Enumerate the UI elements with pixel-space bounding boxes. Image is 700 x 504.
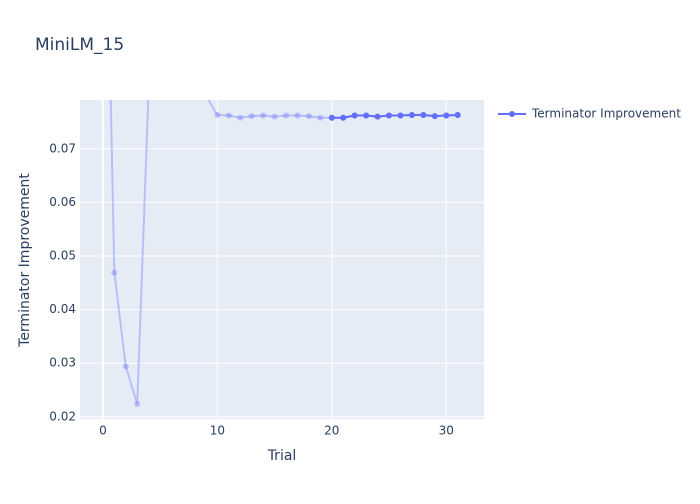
point	[271, 113, 278, 120]
grid	[80, 100, 484, 419]
y-tick-label: 0.06	[49, 195, 76, 209]
point	[328, 114, 335, 121]
plot-area	[80, 100, 484, 419]
x-axis-title: Trial	[267, 448, 297, 464]
point	[454, 112, 461, 119]
point	[191, 92, 197, 98]
point	[294, 112, 301, 119]
point	[203, 93, 209, 99]
point	[397, 112, 404, 119]
y-tick-label: 0.02	[49, 409, 76, 423]
y-tick-label: 0.07	[49, 141, 76, 155]
x-tick-label: 20	[324, 424, 339, 438]
point	[408, 112, 415, 119]
legend-marker	[509, 111, 515, 117]
point	[420, 112, 427, 119]
point	[374, 113, 381, 120]
point	[386, 112, 393, 119]
chart-title: MiniLM_15	[35, 35, 124, 55]
point	[260, 112, 267, 119]
point	[305, 113, 312, 120]
point	[214, 112, 221, 119]
y-axis-title: Terminator Improvement	[17, 173, 33, 348]
legend-label: Terminator Improvement	[531, 107, 681, 121]
point	[351, 112, 358, 119]
point	[248, 113, 255, 120]
point	[237, 114, 244, 121]
x-tick-label: 0	[99, 424, 107, 438]
x-tick-label: 10	[210, 424, 225, 438]
point	[134, 400, 141, 407]
point	[443, 112, 450, 119]
y-tick-label: 0.04	[49, 302, 76, 316]
point	[111, 269, 118, 276]
point	[363, 112, 370, 119]
point	[157, 87, 163, 93]
point	[169, 89, 175, 95]
y-tick-label: 0.03	[49, 356, 76, 370]
point	[317, 114, 324, 121]
point	[225, 112, 232, 119]
marks	[109, 86, 461, 407]
x-tick-label: 30	[439, 424, 454, 438]
point	[122, 363, 129, 370]
point	[146, 86, 152, 92]
legend: Terminator Improvement	[498, 107, 681, 121]
point	[180, 91, 186, 97]
y-tick-label: 0.05	[49, 249, 76, 263]
point	[340, 114, 347, 121]
point	[431, 113, 438, 120]
point	[283, 112, 290, 119]
